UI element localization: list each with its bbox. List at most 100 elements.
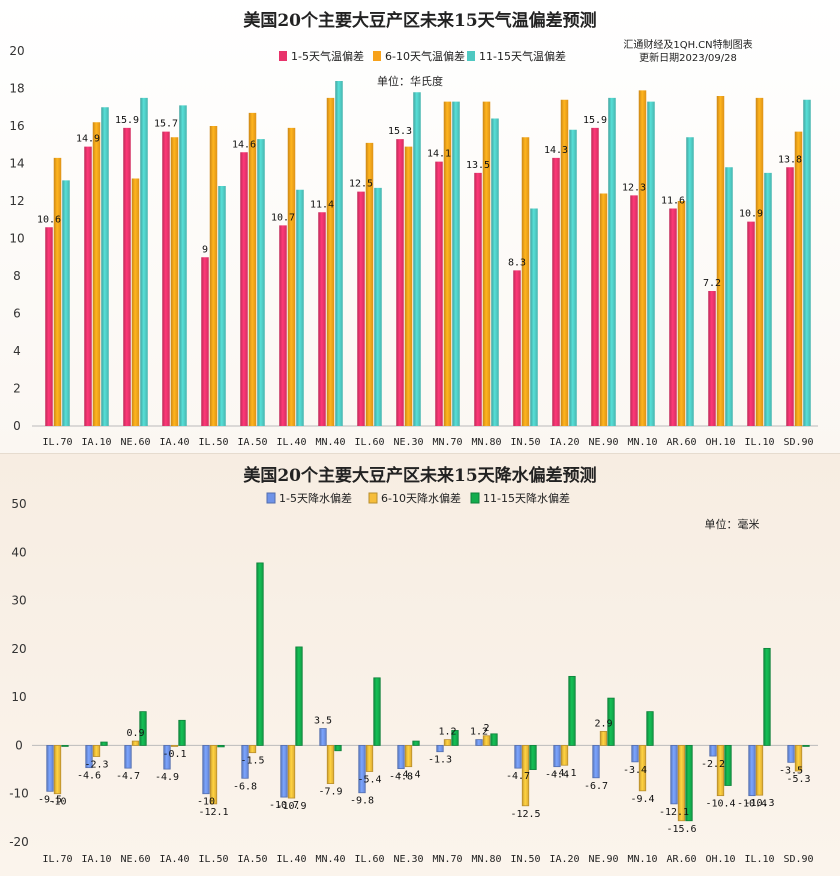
data-label: -4.6: [77, 771, 101, 782]
bar-mn-70-series-1: [435, 161, 443, 426]
data-label: -10.4: [705, 799, 735, 810]
y-tick-label: 20: [11, 642, 26, 656]
bar-ne-90-series-1: [592, 745, 600, 779]
x-tick-label: MN.40: [315, 854, 345, 865]
bar-ia-20-series-3: [568, 675, 576, 746]
y-tick-label: -20: [9, 835, 29, 849]
data-label: -0.1: [162, 749, 186, 760]
bar-ia-40-series-3: [178, 719, 186, 746]
bar-ar-60-series-1: [670, 745, 678, 805]
bar-oh-10-series-1: [708, 291, 716, 426]
bar-il-70-series-2: [53, 745, 62, 795]
x-tick-label: IL.50: [198, 437, 228, 448]
legend-label: 1-5天降水偏差: [279, 491, 352, 505]
temperature-chart-title: 美国20个主要大豆产区未来15天气温偏差预测: [243, 10, 596, 31]
y-tick-label: 10: [9, 232, 24, 246]
x-tick-label: NE.90: [588, 437, 618, 448]
data-label: -4.7: [506, 771, 530, 782]
data-label: 0.9: [126, 728, 144, 739]
bar-il-70-series-1: [45, 227, 53, 426]
legend-label: 6-10天气温偏差: [385, 49, 465, 63]
bar-ia-50-series-1: [241, 745, 249, 779]
x-tick-label: NE.30: [393, 437, 423, 448]
bar-mn-70-series-2: [443, 739, 452, 746]
x-tick-label: MN.40: [315, 437, 345, 448]
bar-ia-10-series-2: [92, 745, 101, 757]
bar-il-70-series-1: [46, 745, 54, 792]
y-tick-label: 40: [11, 545, 26, 559]
data-label: 15.3: [388, 126, 412, 137]
temperature-chart-source: 汇通财经及1QH.CN特制图表: [623, 38, 752, 51]
data-label: -4.8: [389, 772, 413, 783]
data-label: -7.9: [318, 787, 342, 798]
data-label: -12.1: [659, 807, 689, 818]
bar-oh-10-series-2: [716, 96, 725, 426]
bar-il-40-series-3: [296, 189, 304, 426]
data-label: -6.8: [233, 781, 257, 792]
temperature-data-labels: 10.6 14.9 15.9 15.7 9 14.6 10.7 11.4 12.5 15.3 14.…: [37, 115, 802, 289]
x-tick-label: IA.40: [159, 854, 189, 865]
data-label: 1.2: [438, 727, 456, 738]
bar-mn-40-series-3: [334, 745, 342, 752]
bar-ia-40-series-2: [170, 137, 179, 426]
bar-il-60-series-3: [374, 187, 382, 426]
bar-mn-10-series-3: [646, 711, 654, 746]
y-tick-label: 8: [13, 269, 21, 283]
bar-ia-10-series-2: [92, 122, 101, 426]
bar-ar-60-series-2: [677, 745, 686, 822]
bar-mn-80-series-1: [475, 739, 483, 746]
bar-il-50-series-1: [202, 745, 210, 795]
bar-il-50-series-1: [201, 257, 209, 426]
temperature-chart-updated: 更新日期2023/09/28: [639, 51, 737, 64]
bar-ne-90-series-2: [599, 193, 608, 426]
x-tick-label: IN.50: [510, 437, 540, 448]
data-label: -12.5: [510, 809, 540, 820]
x-tick-label: AR.60: [666, 854, 696, 865]
data-label: -10.4: [737, 799, 767, 810]
bar-ne-90-series-3: [607, 697, 615, 746]
data-label: 12.5: [349, 179, 373, 190]
bar-ne-60-series-1: [123, 127, 131, 426]
data-label: -9.8: [350, 796, 374, 807]
bar-il-60-series-2: [365, 745, 374, 772]
bar-sd-90-series-3: [803, 99, 811, 426]
precipitation-chart: 美国20个主要大豆产区未来15天降水偏差预测 单位：毫米 1-5天降水偏差 6-1…: [9, 465, 818, 865]
bar-il-10-series-1: [748, 745, 756, 797]
bar-ne-90-series-1: [591, 127, 599, 426]
bar-il-70-series-3: [62, 180, 70, 426]
data-label: 14.6: [232, 139, 256, 150]
data-label: -3.4: [623, 765, 647, 776]
bar-mn-70-series-1: [436, 745, 444, 753]
x-tick-label: IL.60: [354, 854, 384, 865]
y-tick-label: 14: [9, 157, 24, 171]
bar-il-40-series-2: [287, 745, 296, 799]
bar-mn-10-series-2: [638, 90, 647, 426]
bar-ar-60-series-3: [686, 137, 694, 426]
x-tick-label: SD.90: [783, 437, 813, 448]
bar-il-70-series-2: [53, 157, 62, 426]
bar-in-50-series-2: [521, 137, 530, 426]
bar-ia-50-series-2: [248, 745, 257, 754]
bar-il-40-series-1: [280, 745, 288, 798]
bar-il-10-series-2: [755, 745, 764, 796]
bar-ia-20-series-1: [552, 157, 560, 426]
bar-il-40-series-2: [287, 127, 296, 426]
y-tick-label: 4: [13, 344, 21, 358]
bar-ia-10-series-3: [100, 741, 108, 746]
bar-oh-10-series-3: [725, 167, 733, 426]
bar-ia-50-series-1: [240, 152, 248, 426]
x-tick-label: OH.10: [705, 437, 735, 448]
bar-il-50-series-3: [217, 745, 225, 748]
data-label: -2.2: [701, 759, 725, 770]
data-label: -1.3: [428, 755, 452, 766]
y-tick-label: 0: [15, 738, 23, 752]
bar-il-10-series-3: [763, 647, 771, 746]
legend-swatch: [373, 51, 381, 61]
bar-ne-60-series-3: [139, 711, 147, 746]
bar-sd-90-series-3: [802, 745, 810, 747]
y-tick-label: 18: [9, 82, 24, 96]
data-label: 2: [483, 723, 489, 734]
bar-ne-60-series-1: [124, 745, 132, 769]
data-label: 9: [202, 244, 208, 255]
